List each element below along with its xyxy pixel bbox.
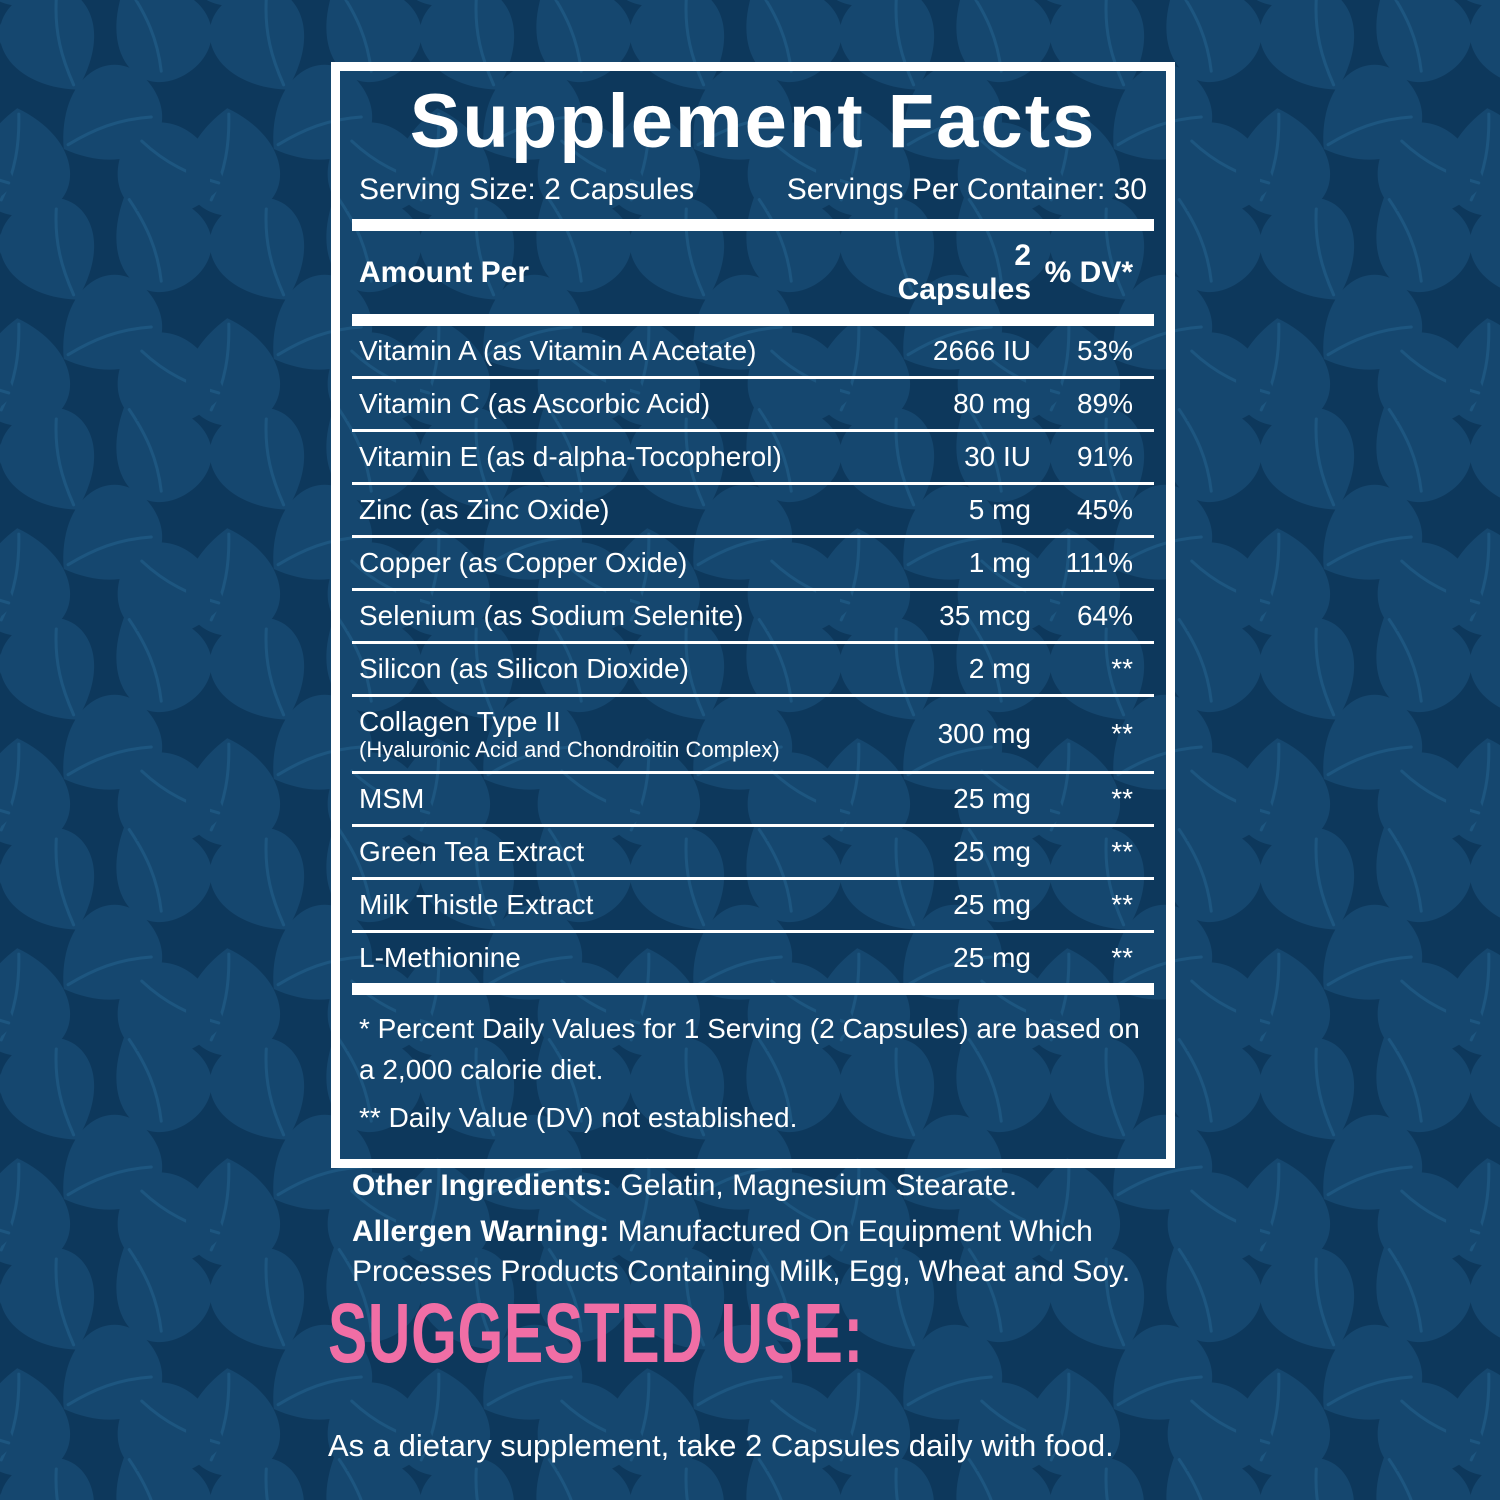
- ingredient-dv: **: [1111, 942, 1133, 974]
- facts-rows: Vitamin A (as Vitamin A Acetate) 2666 IU…: [352, 326, 1154, 984]
- table-row: MSM 25 mg **: [352, 774, 1154, 828]
- ingredient-dv: 91%: [1076, 440, 1133, 472]
- header-amount-per: Amount Per: [359, 255, 530, 289]
- ingredient-amount: 1 mg: [968, 546, 1031, 578]
- table-row: Milk Thistle Extract 25 mg **: [352, 880, 1154, 934]
- ingredient-amount: 35 mcg: [939, 599, 1031, 631]
- ingredient-dv: **: [1111, 652, 1133, 684]
- table-row: Silicon (as Silicon Dioxide) 2 mg **: [352, 644, 1154, 697]
- ingredient-name: Milk Thistle Extract: [359, 889, 594, 921]
- allergen-warning-text: Manufactured On Equipment Which Processe…: [352, 1215, 1131, 1288]
- table-row: Collagen Type II (Hyaluronic Acid and Ch…: [352, 697, 1154, 775]
- ingredient-amount: 25 mg: [953, 783, 1031, 815]
- divider-bar-top: [352, 218, 1154, 231]
- other-ingredients: Other Ingredients: Gelatin, Magnesium St…: [352, 1166, 1172, 1207]
- ingredient-name: L-Methionine: [359, 942, 521, 974]
- ingredient-amount: 80 mg: [953, 387, 1031, 419]
- ingredient-dv: 53%: [1076, 334, 1133, 366]
- footnote-dv-not-established: ** Daily Value (DV) not established.: [359, 1102, 798, 1134]
- ingredient-dv: 89%: [1076, 387, 1133, 419]
- ingredient-dv: 45%: [1076, 493, 1133, 525]
- ingredient-amount: 2666 IU: [932, 334, 1031, 366]
- ingredient-dv: 111%: [1065, 546, 1133, 578]
- ingredient-subtext: (Hyaluronic Acid and Chondroitin Complex…: [359, 736, 780, 762]
- ingredient-name: Zinc (as Zinc Oxide): [359, 493, 610, 525]
- table-row: Vitamin C (as Ascorbic Acid) 80 mg 89%: [352, 379, 1154, 432]
- table-header-row: Amount Per 2 Capsules % DV*: [352, 231, 1154, 314]
- ingredient-name: Collagen Type II: [359, 705, 561, 737]
- suggested-use-text: As a dietary supplement, take 2 Capsules…: [328, 1428, 1114, 1463]
- ingredient-name: MSM: [359, 783, 425, 815]
- ingredient-amount: 25 mg: [953, 942, 1031, 974]
- ingredient-name: Silicon (as Silicon Dioxide): [359, 652, 689, 684]
- ingredient-name: Green Tea Extract: [359, 836, 585, 868]
- table-row: Green Tea Extract 25 mg **: [352, 827, 1154, 881]
- ingredient-dv: 64%: [1076, 599, 1133, 631]
- other-ingredients-text: Gelatin, Magnesium Stearate.: [612, 1169, 1018, 1202]
- table-row: L-Methionine 25 mg **: [352, 933, 1154, 983]
- ingredient-name: Vitamin C (as Ascorbic Acid): [359, 387, 711, 419]
- table-row: Vitamin E (as d-alpha-Tocopherol) 30 IU …: [352, 432, 1154, 485]
- ingredient-name: Vitamin E (as d-alpha-Tocopherol): [359, 440, 782, 472]
- allergen-warning: Allergen Warning: Manufactured On Equipm…: [352, 1212, 1164, 1291]
- ingredient-amount: 25 mg: [953, 889, 1031, 921]
- suggested-use-heading: SUGGESTED USE:: [328, 1286, 864, 1380]
- divider-bar-bottom: [352, 983, 1154, 996]
- supplement-facts-panel: Supplement Facts Serving Size: 2 Capsule…: [331, 62, 1175, 1168]
- allergen-warning-label: Allergen Warning:: [352, 1215, 610, 1248]
- ingredient-name: Selenium (as Sodium Selenite): [359, 599, 744, 631]
- ingredient-dv: **: [1111, 836, 1133, 868]
- ingredient-amount: 25 mg: [953, 836, 1031, 868]
- other-ingredients-label: Other Ingredients:: [352, 1169, 613, 1202]
- serving-size: Serving Size: 2 Capsules: [359, 172, 695, 206]
- panel-title: Supplement Facts: [409, 79, 1097, 164]
- ingredient-dv: **: [1111, 717, 1133, 749]
- ingredient-amount: 30 IU: [964, 440, 1031, 472]
- header-dv: % DV*: [1044, 255, 1133, 289]
- ingredient-name: Vitamin A (as Vitamin A Acetate): [359, 334, 757, 366]
- divider-bar-header: [352, 313, 1154, 326]
- ingredient-name: Copper (as Copper Oxide): [359, 546, 688, 578]
- table-row: Selenium (as Sodium Selenite) 35 mcg 64%: [352, 591, 1154, 644]
- serving-info-row: Serving Size: 2 Capsules Servings Per Co…: [352, 173, 1154, 207]
- table-row: Copper (as Copper Oxide) 1 mg 111%: [352, 538, 1154, 591]
- ingredient-amount: 300 mg: [937, 717, 1031, 749]
- footnote-dv-basis: * Percent Daily Values for 1 Serving (2 …: [359, 1013, 1140, 1085]
- ingredient-amount: 2 mg: [968, 652, 1031, 684]
- table-row: Zinc (as Zinc Oxide) 5 mg 45%: [352, 485, 1154, 538]
- ingredient-dv: **: [1111, 783, 1133, 815]
- ingredient-amount: 5 mg: [968, 493, 1031, 525]
- table-row: Vitamin A (as Vitamin A Acetate) 2666 IU…: [352, 326, 1154, 379]
- footnotes: * Percent Daily Values for 1 Serving (2 …: [352, 995, 1154, 1139]
- header-per-serving: 2 Capsules: [897, 238, 1031, 306]
- ingredient-dv: **: [1111, 889, 1133, 921]
- servings-per-container: Servings Per Container: 30: [786, 172, 1147, 206]
